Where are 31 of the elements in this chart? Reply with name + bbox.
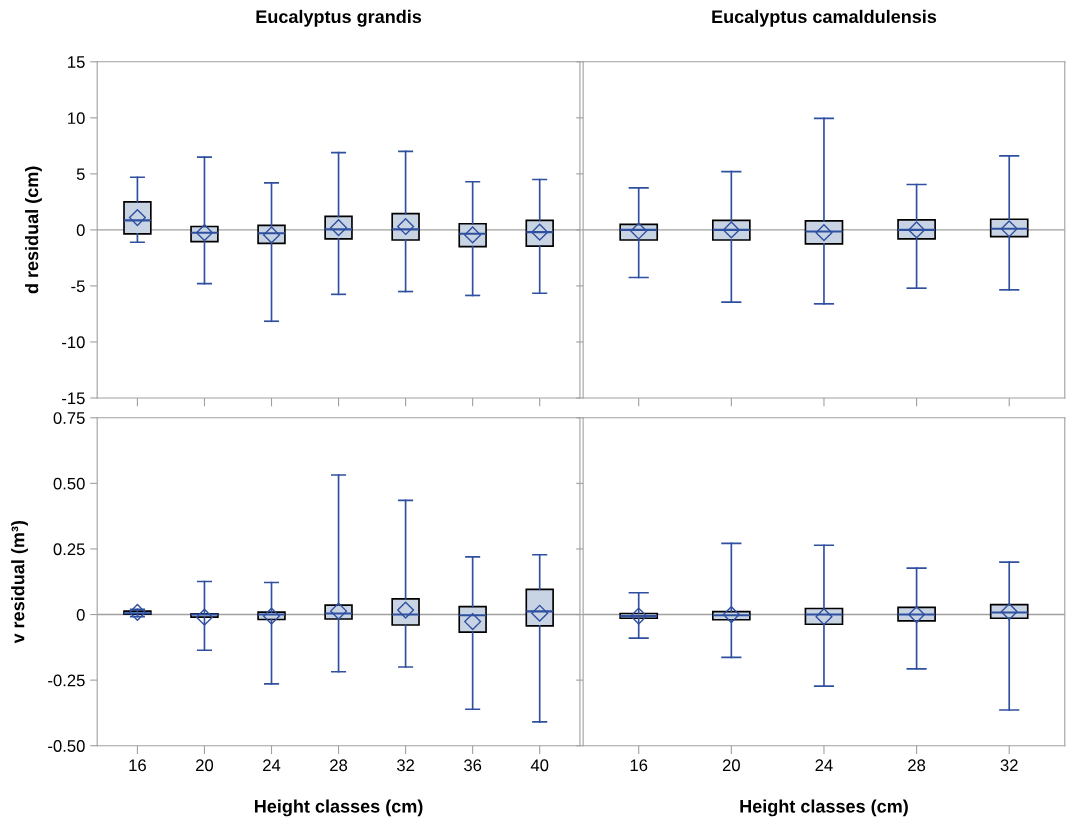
chart-title: Eucalyptus camaldulensis [712,9,937,27]
y-tick-label: -5 [71,280,85,293]
x-tick-label: 28 [330,759,348,772]
y-tick-label: 5 [76,168,85,181]
x-tick-label: 20 [722,759,740,772]
y-axis-title: d residual (cm) [25,166,42,294]
y-tick-label: 0.25 [53,543,85,556]
y-tick-label: 0 [76,224,85,237]
y-tick-label: 15 [68,56,85,68]
x-axis-title: Height classes (cm) [254,799,423,817]
x-tick-label: 16 [129,759,146,772]
x-tick-label: 40 [530,759,549,772]
chart-title: Eucalyptus grandis [256,9,422,27]
y-tick-label: 0 [76,608,85,621]
x-tick-label: 36 [464,759,482,772]
x-tick-label: 20 [196,759,214,772]
y-tick-label: -10 [62,336,85,349]
x-tick-label: 16 [630,759,648,772]
x-tick-label: 24 [263,759,281,771]
x-axis-title: Height classes (cm) [740,799,908,817]
x-tick-label: 28 [908,759,926,772]
y-tick-label: 0.50 [53,477,85,490]
y-axis-title: v residual (m³) [11,520,28,644]
y-tick-label: -15 [62,392,85,405]
y-tick-label: -0.50 [48,740,85,752]
y-tick-label: 0.75 [53,412,85,424]
x-tick-label: 24 [815,759,833,771]
x-tick-label: 32 [396,759,415,772]
y-tick-label: 10 [68,112,85,125]
x-tick-label: 32 [1000,759,1018,772]
y-tick-label: -0.25 [48,674,85,687]
